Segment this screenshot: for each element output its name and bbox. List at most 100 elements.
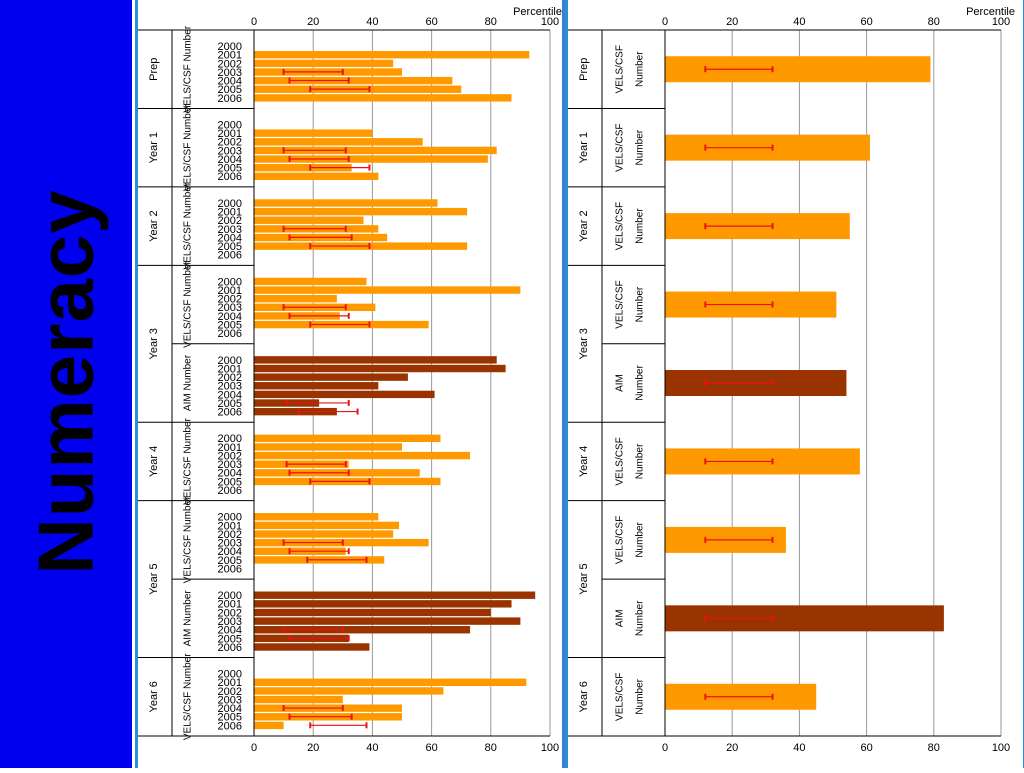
year-label: 2004 [218,703,242,715]
year-label: 2003 [218,224,242,236]
year-label: 2003 [218,459,242,471]
series-label: VELS/CSF [615,437,626,485]
year-label: 2001 [218,363,242,375]
year-label: 2000 [218,512,242,524]
year-label: 2005 [218,84,242,96]
year-label: 2006 [218,485,242,497]
bar [254,721,284,730]
series-label: AIM Number [183,354,194,411]
year-label: 2005 [218,633,242,645]
year-label: 2005 [218,555,242,567]
year-label: 2002 [218,137,242,149]
series-label: Number [635,678,646,714]
bar [254,521,400,530]
left-bottom-tick-20: 20 [307,742,319,754]
bar [254,94,512,102]
left-top-tick-100: 100 [541,16,559,28]
series-label: VELS/CSF Number [183,653,194,740]
year-label: 2000 [218,41,242,53]
left-bottom-tick-60: 60 [425,742,437,754]
series-label: Number [635,365,646,401]
year-label: 2004 [218,389,242,401]
year-label: 2006 [218,250,242,262]
bar [254,364,506,373]
slide-title: Numeracy [21,189,110,575]
group-label: Prep [578,58,590,81]
year-label: 2000 [218,276,242,288]
year-label: 2001 [218,285,242,297]
group-label: Year 5 [578,563,590,594]
right-bottom-tick-20: 20 [726,742,738,754]
left-top-tick-80: 80 [485,16,497,28]
year-label: 2002 [218,372,242,384]
series-label: Number [635,51,646,87]
bar [254,172,379,181]
summary-chart-panel: Prep VELS/CSF Number Year 1 VELS/CSF Number Ye… [565,0,1024,768]
series-label: VELS/CSF [615,280,626,328]
year-label: 2000 [218,119,242,131]
year-label: 2003 [218,381,242,393]
bar [254,199,438,207]
right-bottom-tick-0: 0 [662,742,668,754]
year-label: 2001 [218,442,242,454]
year-label: 2004 [218,232,242,244]
right-x-axis-label: Percentile [966,6,1015,18]
year-label: 2005 [218,319,242,331]
bar [254,626,471,634]
series-label: Number [635,208,646,244]
group-label: Year 4 [148,446,160,477]
panel-divider [562,0,565,768]
bar [254,76,453,85]
year-label: 2006 [218,171,242,183]
bar [254,600,512,608]
bar [254,207,468,216]
group-label: Year 3 [578,328,590,359]
series-label: VELS/CSF [615,202,626,250]
group-label: Year 1 [148,132,160,163]
year-label: 2004 [218,76,242,88]
year-label: 2005 [218,241,242,253]
bar [254,513,379,521]
bar [254,129,373,137]
year-label: 2006 [218,328,242,340]
right-bottom-tick-80: 80 [928,742,940,754]
series-label: AIM [615,374,626,392]
group-label: Year 6 [578,681,590,712]
bar [254,294,337,303]
year-label: 2004 [218,625,242,637]
group-label: Year 5 [148,563,160,594]
left-top-tick-0: 0 [251,16,257,28]
bar [254,390,435,399]
bar [254,155,488,163]
series-label: Number [635,600,646,636]
series-label: VELS/CSF [615,516,626,564]
left-bottom-tick-40: 40 [366,742,378,754]
year-label: 2004 [218,468,242,480]
year-label: 2001 [218,128,242,140]
year-label: 2002 [218,607,242,619]
group-label: Year 1 [578,132,590,163]
year-label: 2004 [218,311,242,323]
year-label: 2002 [218,215,242,227]
left-bottom-tick-100: 100 [541,742,559,754]
bar [254,407,337,416]
year-label: 2000 [218,355,242,367]
series-label: Number [635,129,646,165]
group-label: Year 6 [148,681,160,712]
bar [254,138,423,146]
year-label: 2003 [218,694,242,706]
series-label: Number [635,521,646,557]
left-x-axis-label: Percentile [513,6,562,18]
bar [254,678,527,686]
year-label: 2005 [218,712,242,724]
series-label: VELS/CSF [615,45,626,93]
yearly-chart-panel: Prep VELS/CSF Number 2000 2001 2002 2003 2004 2… [135,0,568,768]
bar [254,277,367,286]
group-label: Year 4 [578,446,590,477]
left-top-tick-40: 40 [366,16,378,28]
series-label: VELS/CSF Number [183,261,194,348]
year-label: 2005 [218,398,242,410]
year-label: 2001 [218,207,242,219]
group-label: Year 3 [148,328,160,359]
bar [254,695,343,704]
